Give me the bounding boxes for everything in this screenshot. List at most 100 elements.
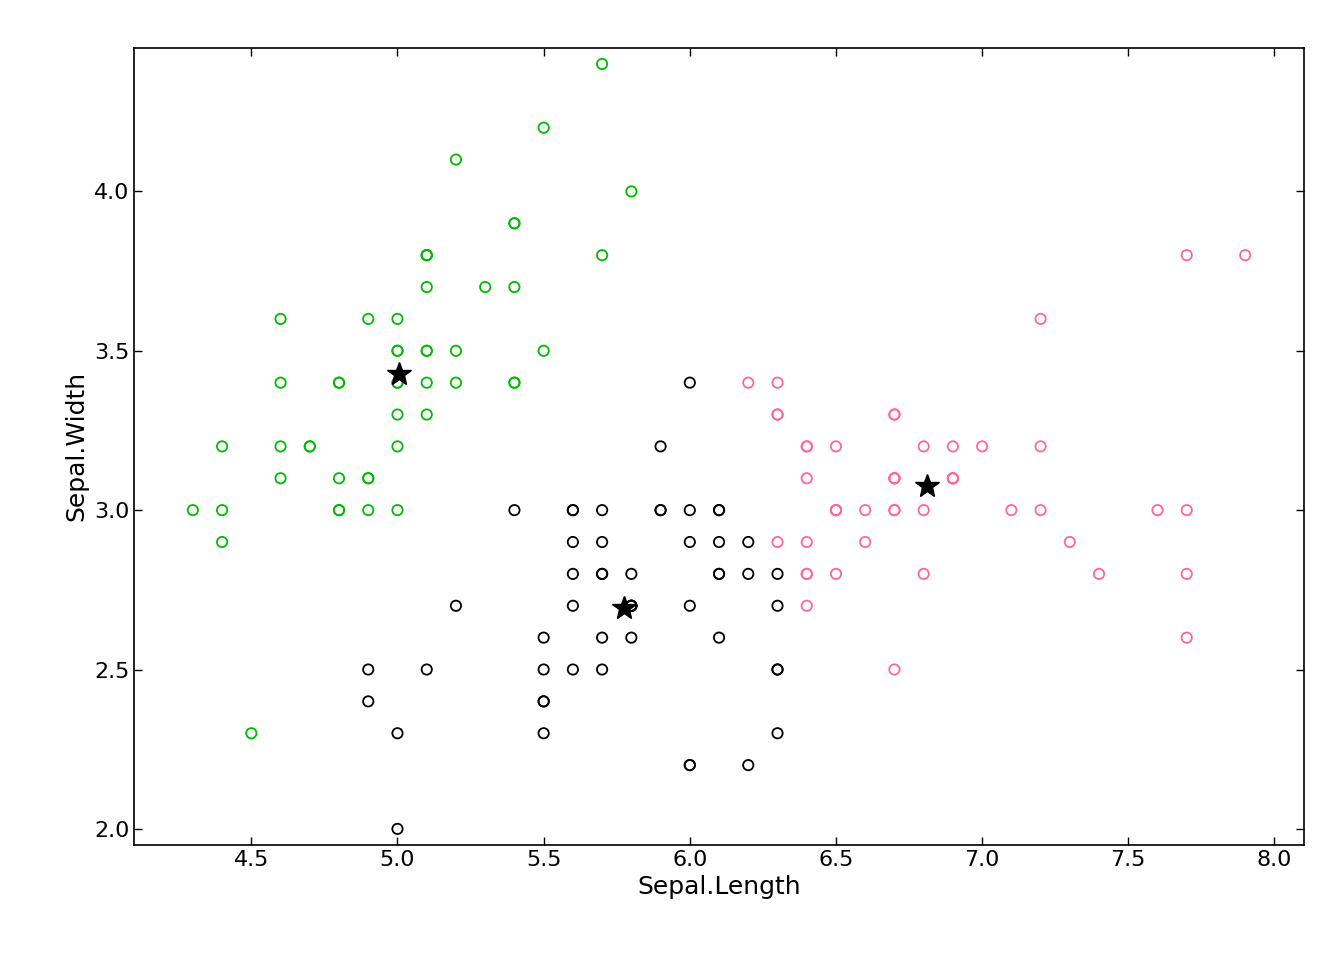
Point [766,375,788,391]
Point [534,694,555,709]
Point [534,120,555,135]
Point [358,694,379,709]
Point [358,661,379,677]
Point [387,343,409,358]
Point [417,343,438,358]
Point [708,566,730,582]
Point [358,502,379,517]
Point [679,757,700,773]
Point [270,375,292,391]
Point [328,502,349,517]
Point [562,566,583,582]
Point [417,661,438,677]
Point [1234,248,1255,263]
Point [679,757,700,773]
Point [766,566,788,582]
Point [562,502,583,517]
Point [1030,502,1051,517]
Point [211,535,233,550]
Point [884,661,906,677]
Point [328,502,349,517]
Point [1089,566,1110,582]
Point [534,343,555,358]
Point [534,694,555,709]
Point [796,535,817,550]
X-axis label: Sepal.Length: Sepal.Length [637,876,801,900]
Point [417,248,438,263]
Point [1176,502,1198,517]
Point [855,502,876,517]
Point [211,439,233,454]
Point [591,661,613,677]
Point [738,375,759,391]
Point [738,535,759,550]
Point [591,566,613,582]
Point [387,375,409,391]
Point [591,248,613,263]
Point [1176,630,1198,645]
Point [679,502,700,517]
Point [300,439,321,454]
Point [504,216,526,231]
Point [679,375,700,391]
Point [358,470,379,486]
Point [738,757,759,773]
Point [417,343,438,358]
Point [328,375,349,391]
Point [417,279,438,295]
Point [534,726,555,741]
Point [417,248,438,263]
Point [1146,502,1168,517]
Point [796,470,817,486]
Point [796,598,817,613]
Point [241,726,262,741]
Point [942,470,964,486]
Point [825,502,847,517]
Point [474,279,496,295]
Point [387,343,409,358]
Point [708,502,730,517]
Point [766,598,788,613]
Point [913,439,934,454]
Point [328,470,349,486]
Point [766,661,788,677]
Point [534,661,555,677]
Point [942,439,964,454]
Point [270,311,292,326]
Point [884,470,906,486]
Point [1176,248,1198,263]
Point [387,407,409,422]
Point [417,248,438,263]
Point [766,661,788,677]
Point [913,502,934,517]
Point [1030,439,1051,454]
Point [445,152,466,167]
Point [942,470,964,486]
Point [825,439,847,454]
Point [766,535,788,550]
Point [621,630,642,645]
Point [445,598,466,613]
Point [328,375,349,391]
Point [270,439,292,454]
Point [708,535,730,550]
Point [387,439,409,454]
Point [766,407,788,422]
Point [884,407,906,422]
Point [417,407,438,422]
Point [796,566,817,582]
Point [738,566,759,582]
Y-axis label: Sepal.Width: Sepal.Width [65,372,89,521]
Point [591,502,613,517]
Point [796,566,817,582]
Point [650,439,672,454]
Point [417,375,438,391]
Point [621,598,642,613]
Point [504,375,526,391]
Point [504,502,526,517]
Point [708,566,730,582]
Point [884,407,906,422]
Point [1176,566,1198,582]
Point [825,566,847,582]
Point [972,439,993,454]
